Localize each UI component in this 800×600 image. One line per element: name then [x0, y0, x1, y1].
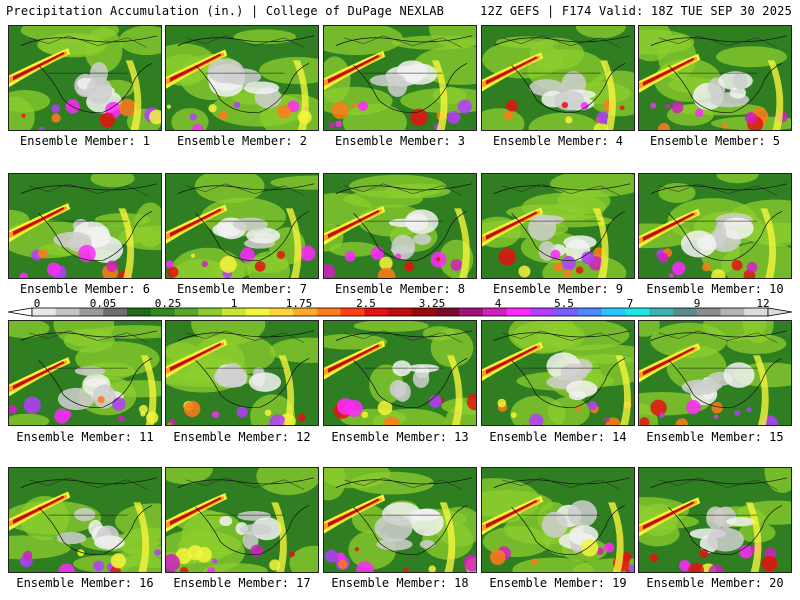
ensemble-map-6 — [8, 173, 162, 279]
ensemble-label: Ensemble Member: 18 — [331, 576, 469, 590]
colorbar-swatch — [530, 308, 555, 316]
colorbar-swatch — [293, 308, 318, 316]
colorbar-swatch — [245, 308, 270, 316]
ensemble-map-5 — [638, 25, 792, 131]
ensemble-map-8 — [323, 173, 477, 279]
ensemble-map-16 — [8, 467, 162, 573]
colorbar-tick-label: 1.75 — [285, 297, 313, 310]
ensemble-map-11 — [8, 320, 162, 426]
colorbar-swatch — [554, 308, 579, 316]
ensemble-label: Ensemble Member: 12 — [173, 430, 311, 444]
colorbar-tick-label: 12 — [756, 297, 770, 310]
ensemble-label: Ensemble Member: 9 — [492, 282, 624, 296]
ensemble-map-15 — [638, 320, 792, 426]
colorbar-tick-label: 1 — [230, 297, 238, 310]
ensemble-map-19 — [481, 467, 635, 573]
colorbar-swatch — [150, 308, 175, 316]
ensemble-label: Ensemble Member: 7 — [176, 282, 308, 296]
colorbar-swatch — [506, 308, 531, 316]
ensemble-label: Ensemble Member: 1 — [19, 134, 151, 148]
colorbar-tick-label: 2.5 — [356, 297, 376, 310]
colorbar-tick-label: 5.5 — [554, 297, 574, 310]
colorbar-swatch — [673, 308, 698, 316]
colorbar-tick-label: 0.05 — [89, 297, 117, 310]
ensemble-map-9 — [481, 173, 635, 279]
ensemble-label: Ensemble Member: 19 — [489, 576, 627, 590]
ensemble-map-18 — [323, 467, 477, 573]
colorbar-swatch — [79, 308, 104, 316]
ensemble-map-7 — [165, 173, 319, 279]
ensemble-label: Ensemble Member: 10 — [646, 282, 784, 296]
colorbar-swatch — [649, 308, 674, 316]
ensemble-map-10 — [638, 173, 792, 279]
ensemble-map-17 — [165, 467, 319, 573]
colorbar-tick-label: 0 — [33, 297, 41, 310]
ensemble-map-3 — [323, 25, 477, 131]
colorbar-swatch — [483, 308, 508, 316]
colorbar-swatch — [744, 308, 769, 316]
ensemble-map-2 — [165, 25, 319, 131]
ensemble-label: Ensemble Member: 5 — [649, 134, 781, 148]
ensemble-label: Ensemble Member: 15 — [646, 430, 784, 444]
ensemble-map-20 — [638, 467, 792, 573]
ensemble-label: Ensemble Member: 4 — [492, 134, 624, 148]
colorbar-swatch — [316, 308, 341, 316]
ensemble-map-12 — [165, 320, 319, 426]
ensemble-label: Ensemble Member: 11 — [16, 430, 154, 444]
colorbar-swatch — [103, 308, 128, 316]
ensemble-label: Ensemble Member: 20 — [646, 576, 784, 590]
colorbar-swatch — [388, 308, 413, 316]
colorbar-swatch — [174, 308, 199, 316]
ensemble-label: Ensemble Member: 2 — [176, 134, 308, 148]
colorbar-swatch — [459, 308, 484, 316]
map-title: Precipitation Accumulation (in.) | Colle… — [6, 4, 445, 18]
colorbar-tick-label: 7 — [626, 297, 634, 310]
ensemble-label: Ensemble Member: 13 — [331, 430, 469, 444]
ensemble-label: Ensemble Member: 14 — [489, 430, 627, 444]
ensemble-label: Ensemble Member: 16 — [16, 576, 154, 590]
colorbar-swatch — [126, 308, 152, 316]
colorbar-swatch — [32, 308, 57, 316]
colorbar-swatch — [55, 308, 80, 316]
ensemble-map-13 — [323, 320, 477, 426]
colorbar-swatch — [340, 308, 365, 316]
colorbar-tick-label: 3.25 — [418, 297, 446, 310]
colorbar-swatch — [625, 308, 650, 316]
colorbar-swatch — [696, 308, 721, 316]
ensemble-label: Ensemble Member: 3 — [334, 134, 466, 148]
colorbar-swatch — [578, 308, 603, 316]
colorbar-swatch — [198, 308, 223, 316]
colorbar-tick-label: 9 — [693, 297, 701, 310]
colorbar-tick-label: 4 — [494, 297, 502, 310]
ensemble-map-1 — [8, 25, 162, 131]
ensemble-map-14 — [481, 320, 635, 426]
colorbar-swatch — [269, 308, 294, 316]
run-info: 12Z GEFS | F174 Valid: 18Z TUE SEP 30 20… — [480, 4, 792, 18]
colorbar-swatch — [411, 308, 436, 316]
colorbar-tick-label: 0.25 — [154, 297, 182, 310]
colorbar-swatch — [720, 308, 745, 316]
colorbar — [7, 307, 793, 317]
ensemble-label: Ensemble Member: 17 — [173, 576, 311, 590]
ensemble-map-4 — [481, 25, 635, 131]
colorbar-swatch — [435, 308, 460, 316]
colorbar-swatch — [601, 308, 626, 316]
ensemble-label: Ensemble Member: 6 — [19, 282, 151, 296]
ensemble-label: Ensemble Member: 8 — [334, 282, 466, 296]
colorbar-swatch — [364, 308, 389, 316]
colorbar-swatch — [221, 308, 246, 316]
